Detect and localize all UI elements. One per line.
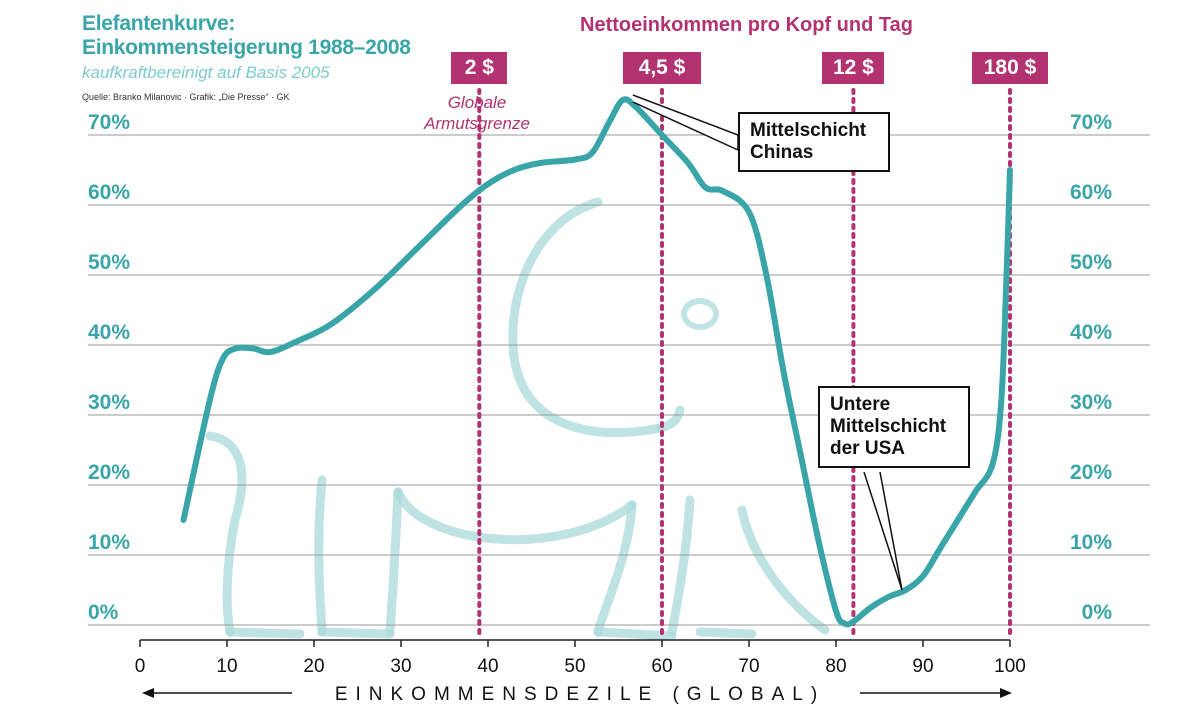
chart-subtitle: kaufkraftbereinigt auf Basis 2005 [82, 63, 330, 82]
elephant-sketch-0 [508, 197, 665, 438]
chart-title-line2: Einkommensteigerung 1988–2008 [82, 36, 411, 59]
elephant-sketch-5 [385, 487, 403, 637]
source-note: Quelle: Branko Milanovic · Grafik: „Die … [82, 92, 290, 102]
y-tick-left-10: 10% [88, 531, 130, 554]
x-tick-label-60: 60 [651, 656, 672, 677]
arrow-left-head [142, 688, 154, 698]
callout-usa: Untere Mittelschicht der USA [818, 386, 970, 468]
x-tick-label-70: 70 [738, 656, 759, 677]
y-tick-right-40: 40% [1070, 321, 1112, 344]
y-tick-left-40: 40% [88, 321, 130, 344]
elephant-sketch-9 [225, 627, 757, 641]
arrow-right-head [1000, 688, 1012, 698]
y-tick-right-30: 30% [1070, 391, 1112, 414]
elephant-sketch-4 [393, 487, 637, 545]
x-tick-label-50: 50 [564, 656, 585, 677]
y-tick-left-50: 50% [88, 251, 130, 274]
x-tick-label-20: 20 [303, 656, 324, 677]
callout-china: Mittelschicht Chinas [738, 112, 890, 172]
x-tick-label-10: 10 [216, 656, 237, 677]
elephant-curve-line [180, 96, 1013, 628]
chart-title-line1: Elefantenkurve: [82, 12, 236, 35]
elephant-sketch-6 [593, 500, 637, 637]
y-tick-right-70: 70% [1070, 111, 1112, 134]
y-tick-right-60: 60% [1070, 181, 1112, 204]
elephant-sketch-8 [737, 505, 830, 635]
x-tick-label-80: 80 [825, 656, 846, 677]
y-tick-right-50: 50% [1070, 251, 1112, 274]
x-tick-label-100: 100 [994, 656, 1026, 677]
x-tick-label-30: 30 [390, 656, 411, 677]
y-tick-left-20: 20% [88, 461, 130, 484]
income-marker-12: 12 $ [822, 52, 885, 84]
elephant-sketch-2 [205, 431, 247, 637]
x-axis-label: EINKOMMENSDEZILE (GLOBAL) [334, 684, 826, 705]
poverty-line-label: Globale Armutsgrenze [424, 93, 530, 133]
y-tick-right-20: 20% [1070, 461, 1112, 484]
elephant-eye [681, 298, 719, 330]
callout-usa-pointer [863, 471, 903, 591]
income-marker-180: 180 $ [972, 52, 1048, 84]
elephant-sketch-7 [667, 495, 695, 637]
income-marker-4-5: 4,5 $ [623, 52, 701, 84]
y-tick-left-30: 30% [88, 391, 130, 414]
y-tick-right-10: 10% [1070, 531, 1112, 554]
x-tick-label-90: 90 [912, 656, 933, 677]
x-tick-label-40: 40 [477, 656, 498, 677]
y-tick-left-70: 70% [88, 111, 130, 134]
y-tick-right-0: 0% [1082, 601, 1113, 624]
title-block: Elefantenkurve: Einkommensteigerung 1988… [82, 12, 411, 102]
y-tick-left-60: 60% [88, 181, 130, 204]
income-header: Nettoeinkommen pro Kopf und Tag [580, 14, 913, 36]
income-marker-2: 2 $ [451, 52, 508, 84]
y-tick-left-0: 0% [88, 601, 119, 624]
elephant-sketch-3 [314, 475, 327, 637]
x-tick-label-0: 0 [135, 656, 146, 677]
